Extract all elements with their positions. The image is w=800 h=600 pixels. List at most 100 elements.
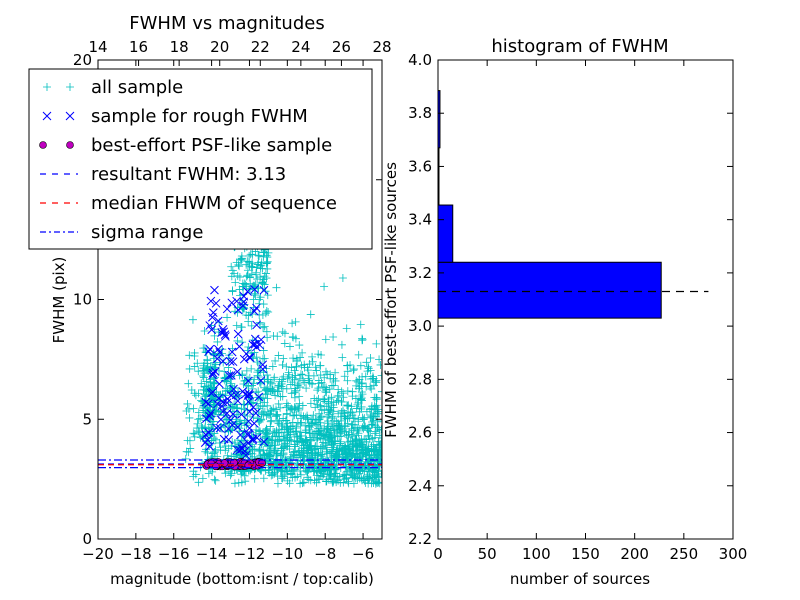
- plus-marker: [358, 336, 367, 345]
- plus-marker: [332, 478, 341, 487]
- x-marker: [211, 298, 221, 308]
- plus-marker: [340, 412, 349, 421]
- scatter-y-label: FWHM (pix): [50, 257, 68, 344]
- plus-marker: [358, 390, 367, 399]
- plus-marker: [201, 447, 210, 456]
- plus-marker: [262, 274, 271, 283]
- x-marker: [235, 342, 244, 351]
- plus-marker: [317, 378, 326, 387]
- plus-marker: [347, 402, 356, 411]
- plus-marker: [365, 473, 374, 482]
- plus-marker: [282, 362, 291, 371]
- plus-marker: [274, 399, 283, 408]
- plus-marker: [249, 410, 258, 419]
- plus-marker: [314, 350, 323, 359]
- plus-marker: [276, 466, 285, 475]
- y-tick-label: 3.6: [408, 157, 432, 175]
- plus-marker: [357, 379, 366, 388]
- x-marker: [252, 433, 262, 443]
- plus-marker: [361, 450, 370, 459]
- plus-marker: [254, 426, 263, 435]
- x-marker: [208, 370, 217, 380]
- plus-marker: [349, 366, 358, 375]
- plus-marker: [343, 450, 352, 459]
- x-tick-label: 150: [571, 545, 600, 563]
- plus-marker: [202, 386, 211, 395]
- plus-marker: [345, 413, 354, 422]
- plus-marker: [286, 430, 295, 439]
- plus-marker: [321, 439, 330, 448]
- plus-marker: [303, 414, 312, 423]
- plus-marker: [328, 478, 337, 487]
- plus-marker: [232, 258, 241, 267]
- plus-marker: [232, 321, 241, 330]
- plus-marker: [317, 412, 326, 421]
- plus-marker: [196, 414, 205, 423]
- plus-marker: [273, 332, 282, 341]
- plus-marker: [294, 447, 303, 456]
- plus-marker: [358, 413, 367, 422]
- plus-marker: [251, 291, 260, 300]
- plus-marker: [343, 401, 352, 410]
- plus-marker: [267, 407, 276, 416]
- plus-marker: [295, 446, 304, 455]
- plus-marker: [264, 375, 273, 384]
- x-marker: [248, 402, 258, 412]
- plus-marker: [360, 467, 369, 476]
- plus-marker: [368, 464, 377, 473]
- x-marker: [212, 423, 221, 433]
- plus-marker: [224, 363, 233, 372]
- plus-marker: [299, 478, 308, 487]
- plus-marker: [199, 344, 208, 353]
- x-marker: [225, 357, 235, 366]
- plus-marker: [279, 443, 288, 452]
- plus-marker: [254, 251, 263, 260]
- plus-marker: [242, 272, 251, 281]
- plus-marker: [280, 329, 289, 338]
- plus-marker: [331, 465, 340, 474]
- plus-marker: [238, 338, 247, 347]
- plus-marker: [244, 382, 253, 391]
- scatter-x-label: magnitude (bottom:isnt / top:calib): [110, 570, 374, 588]
- plus-marker: [361, 422, 370, 431]
- plus-marker: [309, 459, 318, 468]
- x-marker: [220, 330, 230, 339]
- plus-marker: [321, 431, 330, 440]
- plus-marker: [357, 441, 366, 450]
- plus-marker: [301, 413, 310, 422]
- y-tick-label: 3.0: [408, 317, 432, 335]
- plus-marker: [289, 333, 298, 342]
- plus-marker: [234, 391, 243, 400]
- plus-marker: [288, 319, 297, 328]
- plus-marker: [264, 307, 273, 316]
- legend-label: best-effort PSF-like sample: [91, 135, 332, 156]
- x-marker: [244, 397, 253, 407]
- x-marker: [244, 416, 253, 426]
- x-marker: [205, 344, 215, 354]
- x-marker: [226, 415, 236, 425]
- legend-box: [28, 68, 373, 250]
- plus-marker: [259, 393, 268, 402]
- plus-marker: [376, 360, 382, 369]
- plus-marker: [297, 361, 306, 370]
- plus-marker: [278, 360, 287, 369]
- plus-marker: [284, 425, 293, 434]
- plus-marker: [339, 471, 348, 480]
- x-marker: [254, 392, 264, 402]
- plus-marker: [281, 455, 290, 464]
- plus-marker: [356, 440, 365, 449]
- plus-marker: [364, 465, 373, 474]
- plus-marker: [181, 454, 190, 463]
- plus-marker: [194, 367, 203, 376]
- plus-marker: [327, 393, 336, 402]
- plus-marker: [262, 251, 271, 260]
- plus-marker: [325, 410, 334, 419]
- x-marker: [227, 298, 237, 308]
- plus-marker: [230, 269, 239, 278]
- x-marker: [239, 291, 249, 301]
- plus-marker: [227, 387, 236, 396]
- plus-marker: [340, 372, 349, 381]
- plus-marker: [305, 423, 314, 432]
- legend-item: all sample: [43, 77, 183, 98]
- plus-marker: [277, 474, 286, 483]
